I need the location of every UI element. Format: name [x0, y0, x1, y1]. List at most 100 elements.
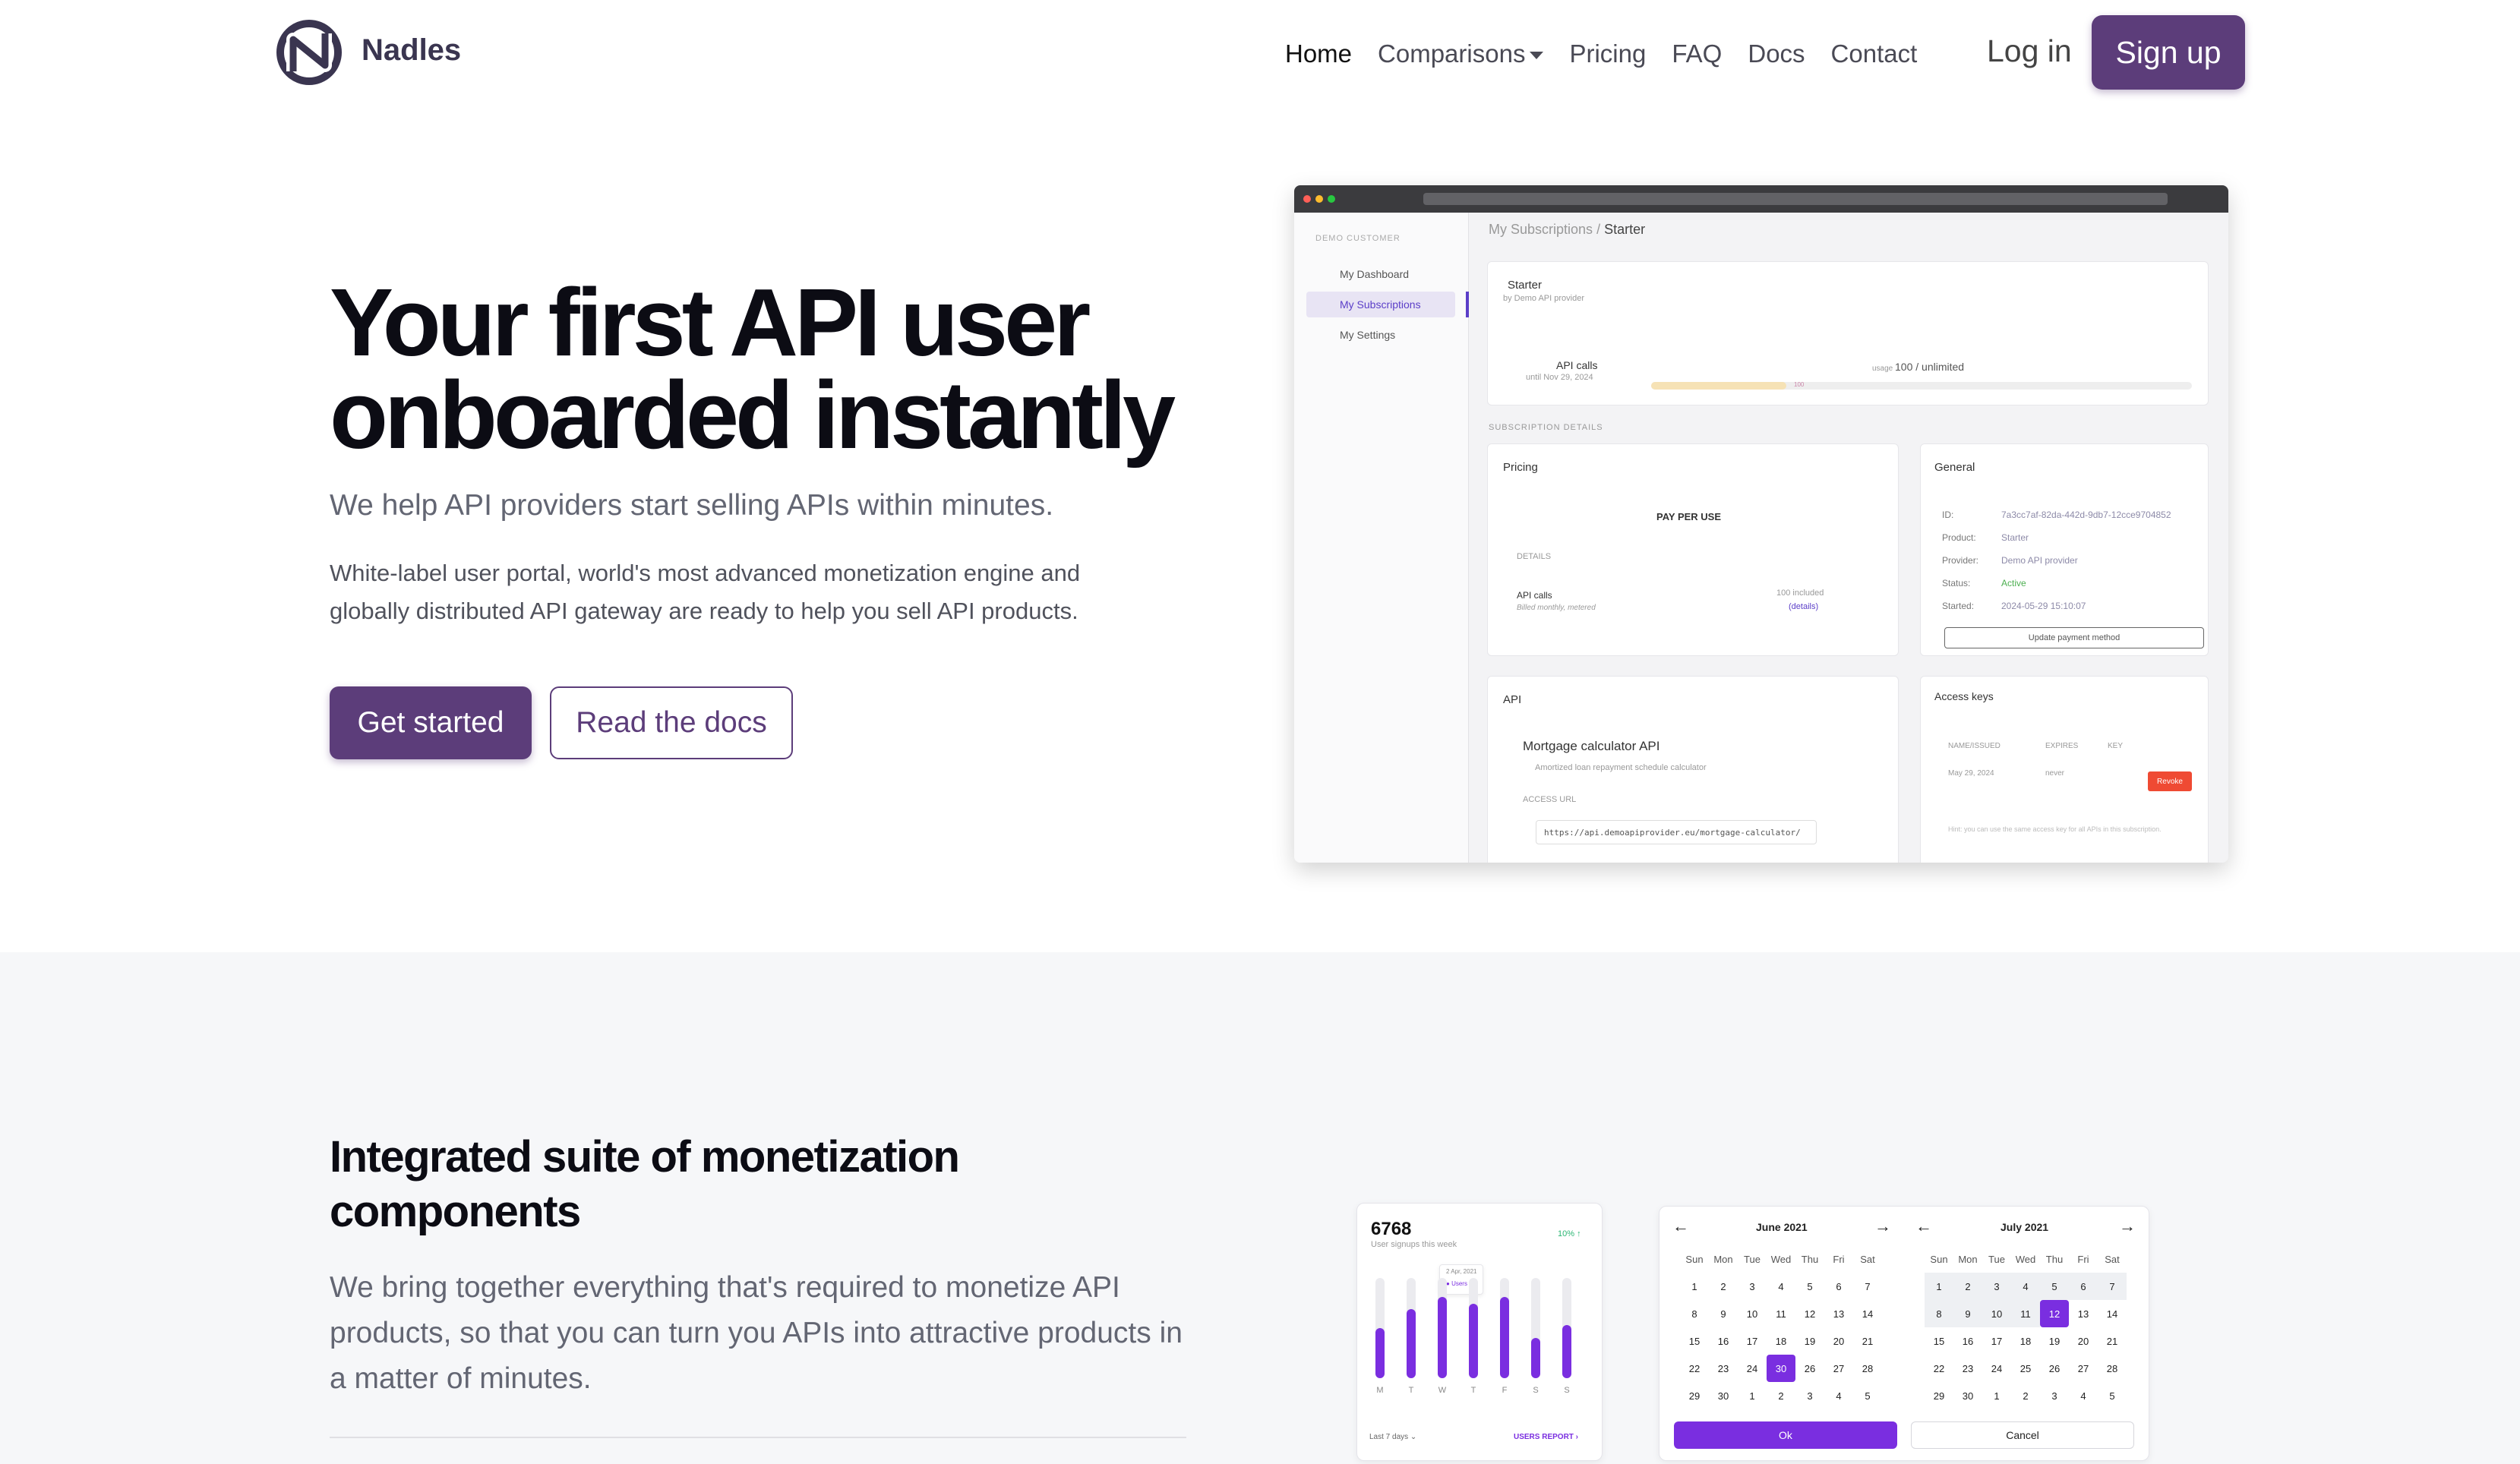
calendar-day: 6 [2069, 1273, 2098, 1300]
weekday-label: Mon [1713, 1253, 1733, 1265]
tooltip-date: 2 Apr, 2021 [1446, 1268, 1477, 1275]
general-key: Started: [1942, 601, 1975, 611]
calendar-day: 4 [1778, 1280, 1784, 1292]
pricing-type: PAY PER USE [1656, 511, 1722, 522]
usage-label: API calls [1556, 359, 1598, 371]
api-title: API [1503, 693, 1522, 706]
hero-description: White-label user portal, world's most ad… [330, 554, 1165, 630]
weekday-label: Wed [2015, 1253, 2036, 1265]
calendar-day: 19 [1804, 1335, 1816, 1347]
calendar-day: 24 [1991, 1362, 2003, 1374]
sidebar-item-label: My Subscriptions [1340, 298, 1421, 311]
general-key: Status: [1942, 578, 1971, 588]
general-card: General ID: 7a3cc7af-82da-442d-9db7-12cce… [1920, 443, 2209, 656]
bar [1531, 1338, 1540, 1378]
calendar-day: 7 [2098, 1273, 2127, 1300]
calendar-day: 5 [2109, 1390, 2115, 1402]
weekday-label: Sat [2105, 1253, 2120, 1265]
browser-chrome [1294, 185, 2228, 213]
nav-comparisons[interactable]: Comparisons [1378, 39, 1544, 68]
bar-day-label: M [1376, 1386, 1384, 1395]
calendar-day: 12 [1804, 1308, 1816, 1320]
calendar-day: 28 [1862, 1362, 1874, 1374]
bar [1375, 1328, 1385, 1378]
calendar-day: 20 [2077, 1335, 2089, 1347]
nav-docs[interactable]: Docs [1748, 39, 1805, 68]
calendar-day: 26 [2048, 1362, 2061, 1374]
calendar-day: 27 [2077, 1362, 2089, 1374]
portal-screenshot: DEMO CUSTOMER My Dashboard My Subscripti… [1294, 185, 2228, 863]
api-card: API Mortgage calculator API Amortized lo… [1487, 676, 1899, 863]
calendar-day: 9 [1953, 1300, 1982, 1327]
general-key: Product: [1942, 532, 1976, 543]
general-key: Provider: [1942, 555, 1979, 566]
hero-description-line-2: globally distributed API gateway are rea… [330, 598, 1078, 624]
brand-name[interactable]: Nadles [362, 33, 462, 67]
calendar-day: 11 [1776, 1308, 1786, 1320]
calendar-day: 14 [2106, 1308, 2118, 1320]
access-keys-title: Access keys [1934, 690, 1994, 702]
close-dot-icon [1303, 195, 1311, 203]
general-status: Status: Active [1942, 578, 2026, 588]
next-month-arrow-icon: → [2119, 1216, 2136, 1235]
signup-button[interactable]: Sign up [2092, 15, 2245, 90]
nav-pricing[interactable]: Pricing [1569, 39, 1647, 68]
signups-widget: 6768 User signups this week 10% ↑ 2 Apr,… [1356, 1203, 1603, 1461]
calendar-day: 24 [1746, 1362, 1758, 1374]
bar [1500, 1297, 1509, 1378]
portal-sidebar: DEMO CUSTOMER My Dashboard My Subscripti… [1294, 213, 1469, 863]
calendar-day: 29 [1688, 1390, 1701, 1402]
key-expires: never [2045, 769, 2065, 778]
nav-faq[interactable]: FAQ [1672, 39, 1723, 68]
weekday-label: Tue [1744, 1253, 1761, 1265]
bar-day-label: W [1438, 1386, 1447, 1395]
signups-total: 6768 [1371, 1219, 1412, 1239]
calendar-day: 3 [1982, 1273, 2011, 1300]
breadcrumb-parent: My Subscriptions [1489, 222, 1593, 237]
bar-day-label: S [1564, 1386, 1570, 1395]
nadles-logo-icon[interactable] [275, 18, 349, 87]
hero-title-line-2: onboarded instantly [330, 361, 1176, 469]
calendar-day: 5 [1865, 1390, 1871, 1402]
caret-down-icon [1530, 52, 1544, 60]
get-started-button[interactable]: Get started [330, 686, 532, 759]
nav-contact[interactable]: Contact [1830, 39, 1918, 68]
calendar-day: 12 [2040, 1300, 2069, 1327]
calendar-day: 11 [2011, 1300, 2040, 1327]
login-link[interactable]: Log in [1987, 33, 2072, 68]
calendar-day: 6 [1836, 1280, 1842, 1292]
keys-col-expires: EXPIRES [2045, 742, 2079, 750]
bar [1469, 1304, 1478, 1378]
usage-bar-text: 100 [1794, 381, 1805, 388]
update-payment-button: Update payment method [1944, 627, 2204, 648]
calendar-day: 18 [2019, 1335, 2032, 1347]
calendar-day: 14 [1862, 1308, 1874, 1320]
minimize-dot-icon [1315, 195, 1323, 203]
calendar-day: 28 [2106, 1362, 2118, 1374]
weekday-label: Thu [2045, 1253, 2064, 1265]
calendar-day: 1 [1749, 1390, 1755, 1402]
calendar-day: 7 [1865, 1280, 1871, 1292]
section-title: Integrated suite of monetization compone… [330, 1130, 1074, 1239]
read-docs-button[interactable]: Read the docs [550, 686, 793, 759]
cancel-button: Cancel [1911, 1421, 2134, 1449]
plan-card: Starter by Demo API provider API calls u… [1487, 261, 2209, 405]
hero-title: Your first API user onboarded instantly [330, 275, 1203, 469]
nav-home[interactable]: Home [1285, 39, 1353, 68]
sidebar-item-settings: My Settings [1306, 322, 1455, 348]
weekday-label: Fri [1833, 1253, 1845, 1265]
api-description: Amortized loan repayment schedule calcul… [1535, 763, 1707, 772]
section-body-line-3: a matter of minutes. [330, 1362, 592, 1395]
calendar-day: 4 [2011, 1273, 2040, 1300]
usage-until: until Nov 29, 2024 [1526, 373, 1593, 382]
calendar-day: 15 [1688, 1335, 1701, 1347]
pricing-details-link: (details) [1789, 602, 1819, 611]
general-value: Starter [2001, 532, 2029, 543]
calendar-day: 8 [1925, 1300, 1953, 1327]
calendar-day: 1 [1925, 1273, 1953, 1300]
calendar-day: 1 [1994, 1390, 2000, 1402]
calendar-day: 5 [1807, 1280, 1813, 1292]
general-value: 2024-05-29 15:10:07 [2001, 601, 2086, 611]
left-month-grid: Sun Mon Tue Wed Thu Fri Sat 1 2 3 4 5 6 7 8 9 10 11 12 13 14… [1680, 1245, 1882, 1409]
signups-subtitle: User signups this week [1371, 1240, 1457, 1249]
